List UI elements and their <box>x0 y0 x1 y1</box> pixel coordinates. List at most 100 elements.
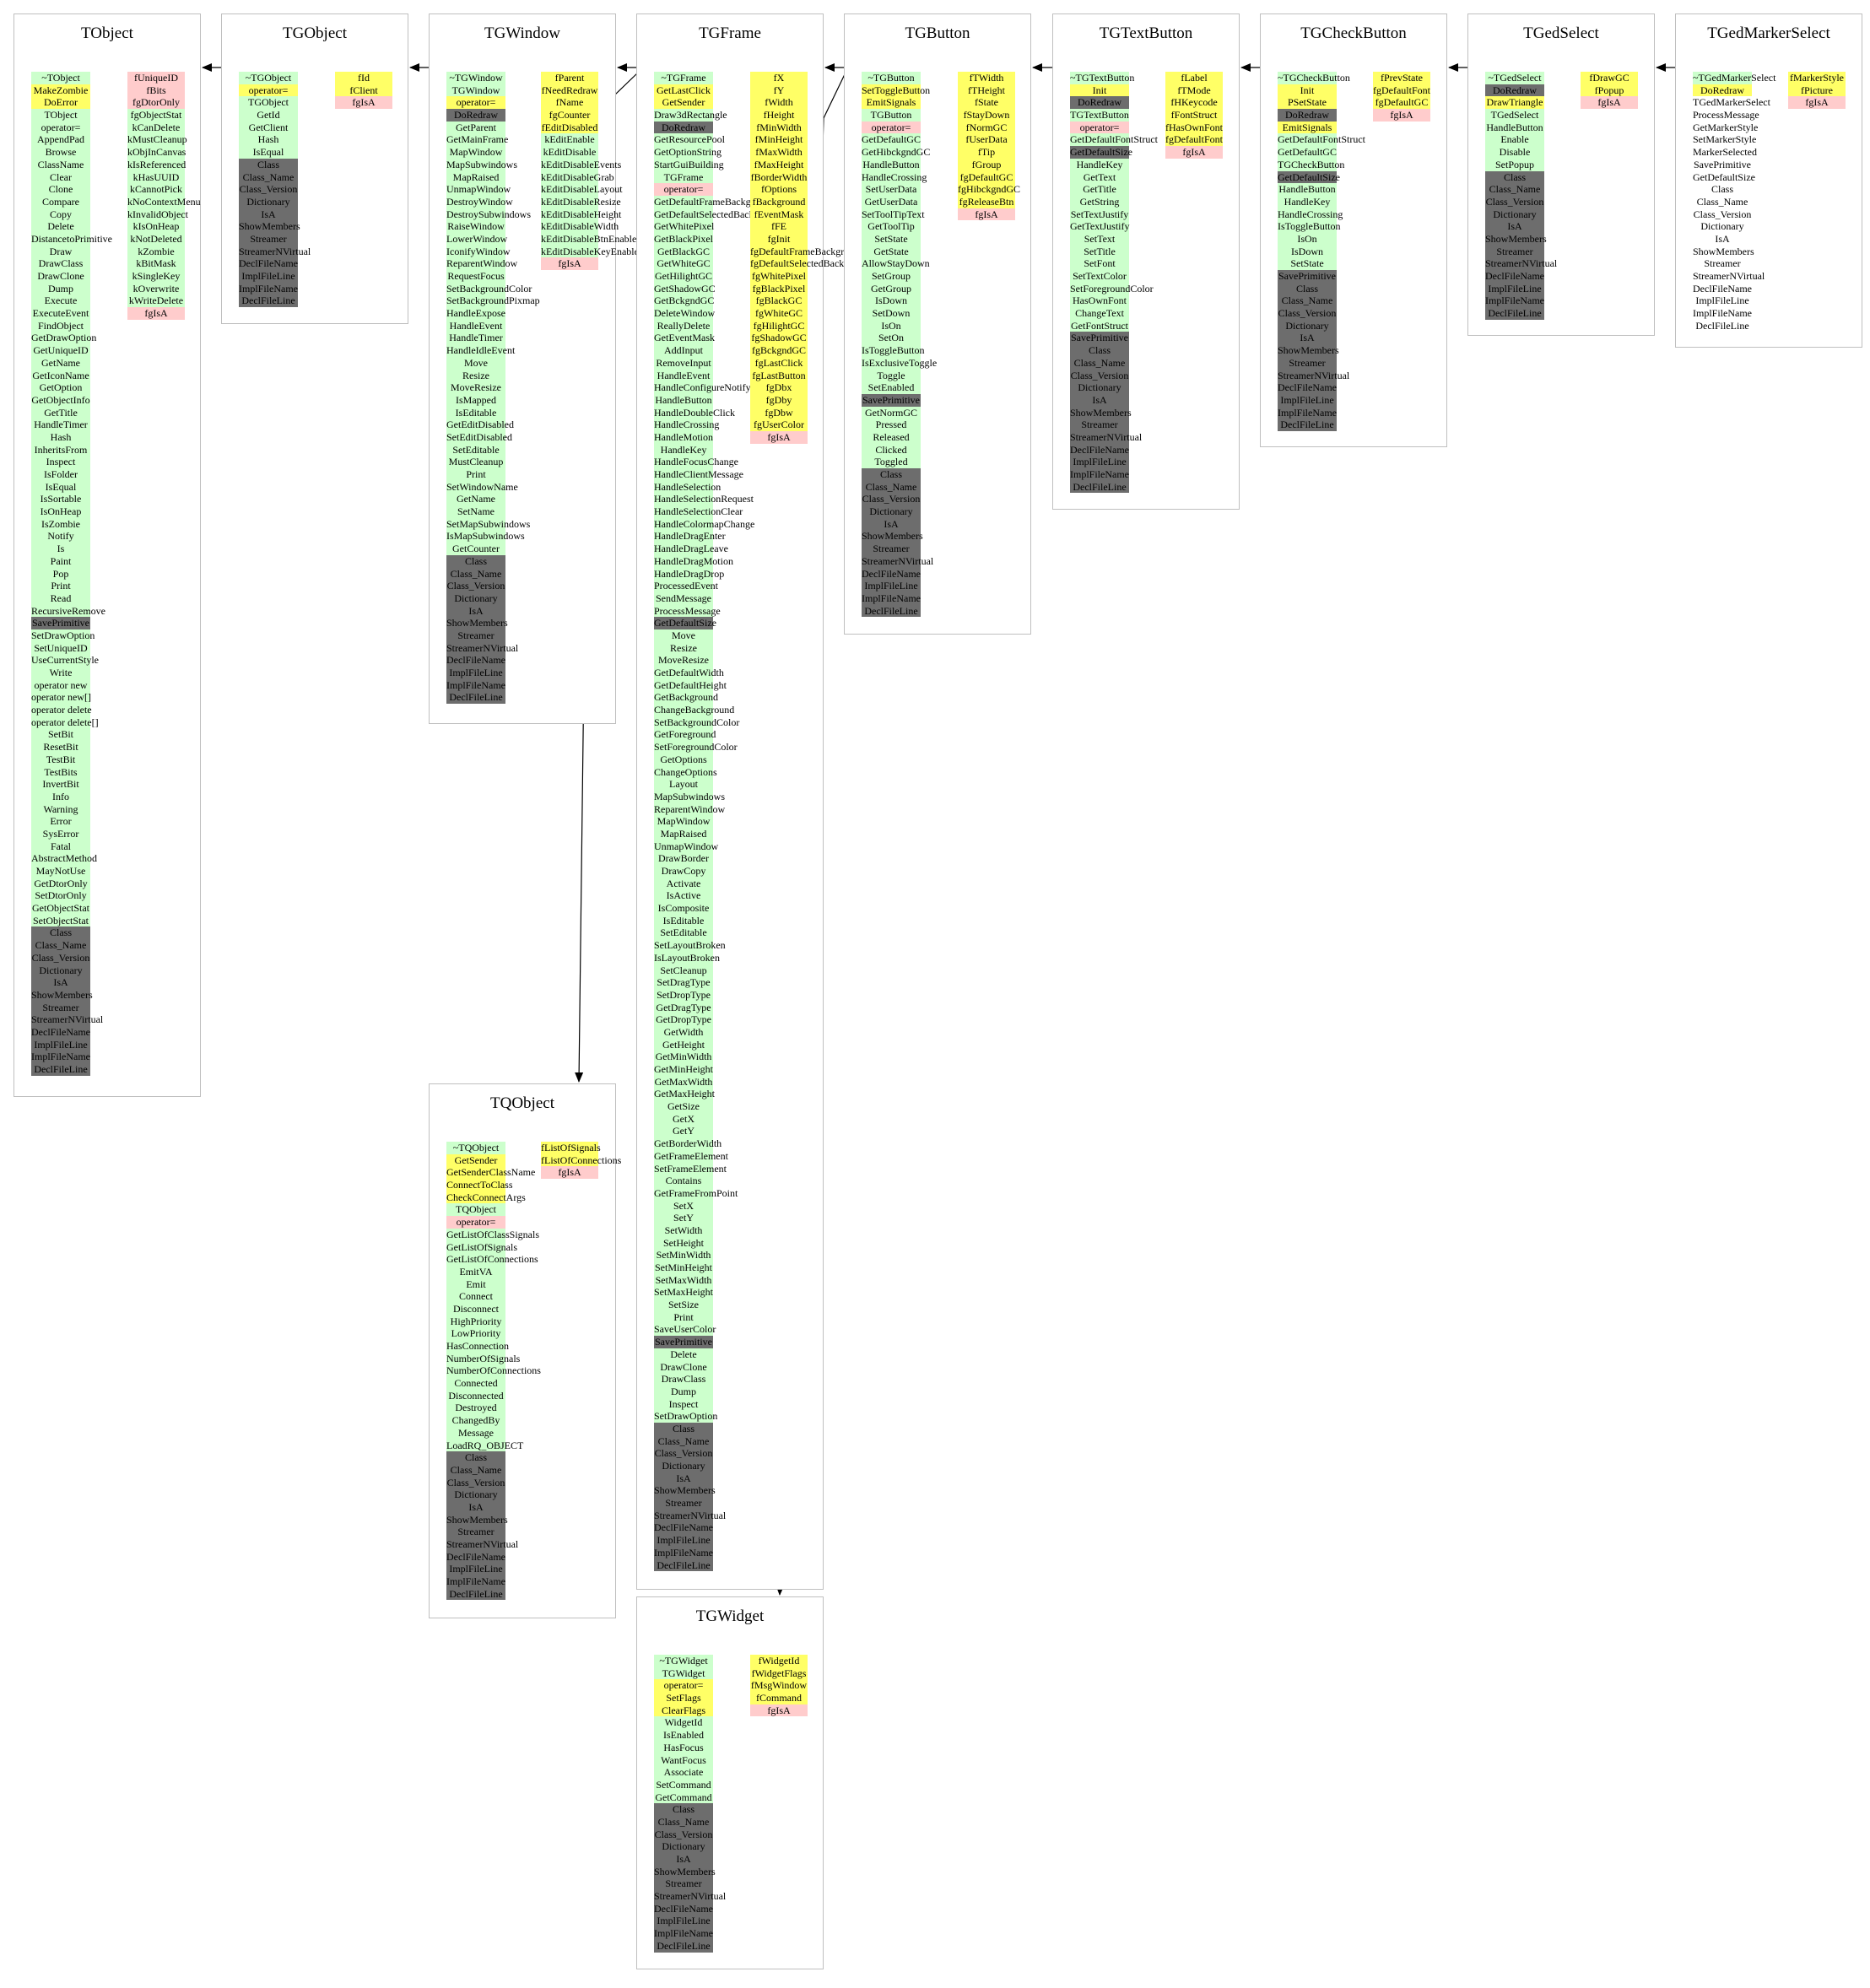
field-fgdefaultselectedbackground: fgDefaultSelectedBackground <box>750 257 873 270</box>
method-declfileline: DeclFileLine <box>31 1063 90 1076</box>
method-tgtextbutton: ~TGTextButton <box>1070 72 1135 84</box>
method-setwindowname: SetWindowName <box>446 480 518 494</box>
method-tgbutton: TGButton <box>862 109 921 122</box>
method-saveprimitive: SavePrimitive <box>1070 332 1129 345</box>
method-class-version: Class_Version <box>1070 369 1129 382</box>
class-title: TGedMarkerSelect <box>1707 24 1830 42</box>
method-seton: SetOn <box>862 332 921 345</box>
class-box-tgcheckbutton: TGCheckButton ~TGCheckButton Init PSetState… <box>1260 14 1447 447</box>
method-enable: Enable <box>1485 133 1544 147</box>
method-getuserdata: GetUserData <box>862 195 921 208</box>
method-mapsubwindows: MapSubwindows <box>654 790 726 803</box>
method-setmarkerstyle: SetMarkerStyle <box>1693 133 1757 146</box>
field-fwidgetflags: fWidgetFlags <box>750 1667 808 1680</box>
method-isonheap: IsOnHeap <box>31 505 90 518</box>
method-operator-delete: operator delete <box>31 704 92 716</box>
method-deletewindow: DeleteWindow <box>654 307 716 320</box>
method-dictionary: Dictionary <box>446 1488 505 1501</box>
field-kisreferenced: kIsReferenced <box>127 158 186 171</box>
field-fgroup: fGroup <box>958 158 1015 171</box>
method-handledragdrop: HandleDragDrop <box>654 567 725 581</box>
method-abstractmethod: AbstractMethod <box>31 852 97 865</box>
field-fgblackgc: fgBlackGC <box>750 294 808 308</box>
field-fgusercolor: fgUserColor <box>750 419 808 431</box>
method-handleexpose: HandleExpose <box>446 307 505 320</box>
method-write: Write <box>31 667 90 679</box>
method-dictionary: Dictionary <box>1278 319 1337 332</box>
method-inspect: Inspect <box>31 456 90 468</box>
field-fgwhitepixel: fgWhitePixel <box>750 270 808 283</box>
method-move: Move <box>446 356 505 370</box>
method-drawclone: DrawClone <box>654 1360 713 1374</box>
method-list: ~TGObject operator= TGObject GetId GetClient… <box>239 72 311 308</box>
method-streamernvirtual: StreamerNVirtual <box>446 641 519 655</box>
method-raisewindow: RaiseWindow <box>446 220 505 233</box>
method-setminheight: SetMinHeight <box>654 1261 713 1274</box>
field-fclient: fClient <box>335 84 392 97</box>
method-implfileline: ImplFileLine <box>862 580 921 592</box>
field-keditdisablekeyenable: kEditDisableKeyEnable <box>541 245 639 258</box>
method-reallydelete: ReallyDelete <box>654 319 713 332</box>
method-checkconnectargs: CheckConnectArgs <box>446 1191 526 1204</box>
field-koverwrite: kOverwrite <box>127 282 185 295</box>
method-getstring: GetString <box>1070 195 1129 208</box>
method-iseditable: IsEditable <box>654 914 713 927</box>
method-implfilename: ImplFileName <box>1693 307 1752 320</box>
method-inheritsfrom: InheritsFrom <box>31 443 90 456</box>
class-box-tgobject: TGObject ~TGObject operator= TGObject GetId G… <box>221 14 408 324</box>
method-getheight: GetHeight <box>654 1038 713 1051</box>
method-implfilename: ImplFileName <box>1278 406 1337 419</box>
field-fminheight: fMinHeight <box>750 133 808 147</box>
field-kcannotpick: kCannotPick <box>127 183 185 196</box>
method-getwhitepixel: GetWhitePixel <box>654 220 715 233</box>
method-getobjectinfo: GetObjectInfo <box>31 393 90 407</box>
field-list: fMarkerStyle fPicture fgIsA <box>1788 72 1846 110</box>
method-gethilightgc: GetHilightGC <box>654 270 713 283</box>
method-list: ~TGWindow TGWindow operator= DoRedraw GetPar… <box>446 72 540 705</box>
field-fbits: fBits <box>127 84 185 97</box>
field-ftmode: fTMode <box>1165 84 1223 97</box>
method-setbackgroundcolor: SetBackgroundColor <box>446 282 532 295</box>
method-setbackgroundcolor: SetBackgroundColor <box>654 716 740 729</box>
method-getdroptype: GetDropType <box>654 1013 713 1026</box>
method-saveprimitive: SavePrimitive <box>862 393 921 407</box>
method-emitva: EmitVA <box>446 1265 505 1278</box>
method-mustcleanup: MustCleanup <box>446 456 505 468</box>
method-doredraw: DoRedraw <box>1693 84 1752 97</box>
method-hash: Hash <box>31 430 90 444</box>
field-keditdisablebtnenable: kEditDisableBtnEnable <box>541 232 637 246</box>
class-box-tgbutton: TGButton ~TGButton SetToggleButton EmitSign… <box>844 14 1031 635</box>
method-class-version: Class_Version <box>239 183 298 196</box>
method-handleselectionclear: HandleSelectionClear <box>654 505 743 518</box>
method-declfilename: DeclFileName <box>1693 282 1752 294</box>
field-fmarkerstyle: fMarkerStyle <box>1788 72 1846 84</box>
method-class-version: Class_Version <box>1693 208 1752 220</box>
method-destroysubwindows: DestroySubwindows <box>446 208 532 221</box>
method-setstate: SetState <box>1278 257 1337 270</box>
method-getdefaultgc: GetDefaultGC <box>1278 146 1337 159</box>
method-changebackground: ChangeBackground <box>654 704 735 716</box>
method-tgwindow: TGWindow <box>446 84 505 97</box>
field-fgisa: fgIsA <box>541 257 598 270</box>
method-executeevent: ExecuteEvent <box>31 307 90 320</box>
class-title: TGWindow <box>484 24 560 42</box>
field-kobjincanvas: kObjInCanvas <box>127 146 186 159</box>
field-fgdbx: fgDbx <box>750 381 808 394</box>
method-operator: operator= <box>862 121 921 134</box>
field-keditdisable: kEditDisable <box>541 146 598 159</box>
method-implfilename: ImplFileName <box>1070 468 1129 481</box>
method-declfilename: DeclFileName <box>654 1902 713 1915</box>
method-hash: Hash <box>239 133 298 147</box>
field-fgdtoronly: fgDtorOnly <box>127 96 185 110</box>
method-dictionary: Dictionary <box>1070 381 1129 394</box>
method-handledragmotion: HandleDragMotion <box>654 554 733 568</box>
method-tgobject: TGObject <box>239 96 298 110</box>
method-streamer: Streamer <box>1704 257 1741 270</box>
method-dictionary: Dictionary <box>862 505 921 518</box>
method-streamernvirtual: StreamerNVirtual <box>239 245 311 258</box>
method-getid: GetId <box>239 109 298 122</box>
method-settogglebutton: SetToggleButton <box>862 84 931 97</box>
method-class-version: Class_Version <box>862 493 921 506</box>
field-keditdisableresize: kEditDisableResize <box>541 195 621 208</box>
